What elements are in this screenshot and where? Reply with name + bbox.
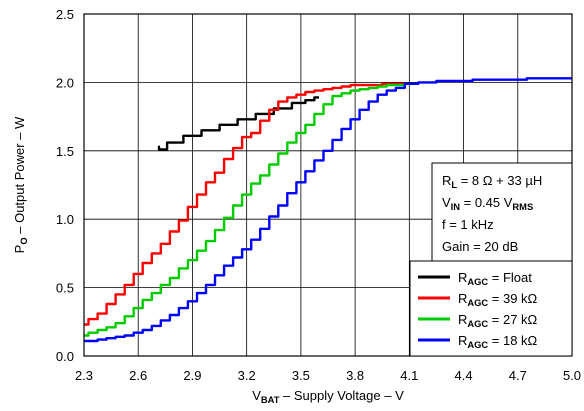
legend-label-sub: AGC (467, 298, 488, 308)
x-tick-label: 4.1 (400, 368, 418, 383)
legend-label-main: R (458, 333, 467, 348)
y-tick-label: 1.0 (56, 212, 74, 227)
x-tick-label: 4.4 (455, 368, 473, 383)
x-tick-label: 3.2 (238, 368, 256, 383)
x-tick-labels: 2.3 2.6 2.9 3.2 3.5 3.8 4.1 4.4 4.7 5.0 (75, 368, 581, 383)
axis-labels: VBAT – Supply Voltage – V PO – Output Pow… (12, 116, 404, 405)
condition-line-main: V (442, 195, 451, 210)
series-line-0 (157, 96, 319, 151)
legend-label-rest: = Float (488, 270, 532, 285)
legend-label-sub: AGC (467, 319, 488, 329)
x-axis-label-rest: – Supply Voltage – V (279, 388, 404, 403)
y-axis-label-rest: – Output Power – W (12, 116, 27, 237)
y-tick-labels: 0.0 0.5 1.0 1.5 2.0 2.5 (56, 7, 74, 364)
condition-line-rest: = 8 Ω + 33 µH (457, 173, 542, 188)
condition-line: Gain = 20 dB (442, 239, 518, 254)
legend-label-sub: AGC (467, 277, 488, 287)
legend-label: RAGC = 18 kΩ (458, 333, 538, 350)
x-tick-label: 5.0 (563, 368, 581, 383)
legend-label: RAGC = 39 kΩ (458, 291, 538, 308)
conditions-box: RL = 8 Ω + 33 µH VIN = 0.45 VRMS f = 1 kHz… (431, 162, 573, 262)
legend-label: RAGC = 27 kΩ (458, 312, 538, 329)
condition-line-sub2: RMS (512, 202, 533, 212)
x-tick-label: 3.5 (292, 368, 310, 383)
legend-label-main: R (458, 291, 467, 306)
legend-label-rest: = 27 kΩ (488, 312, 537, 327)
x-axis-label-sub: BAT (261, 395, 280, 405)
condition-line-sub: L (451, 180, 457, 190)
x-tick-label: 2.6 (129, 368, 147, 383)
y-axis-label: PO – Output Power – W (12, 116, 29, 253)
series-line-1 (84, 82, 410, 326)
y-tick-label: 2.0 (56, 75, 74, 90)
legend-label-main: R (458, 270, 467, 285)
y-tick-label: 2.5 (56, 7, 74, 22)
legend-label-rest: = 18 kΩ (488, 333, 537, 348)
series-line-3 (84, 77, 572, 343)
condition-line: RL = 8 Ω + 33 µH (442, 173, 542, 190)
conditions-box-frame (431, 162, 573, 262)
x-tick-label: 2.3 (75, 368, 93, 383)
condition-line-rest: = 0.45 V (460, 195, 513, 210)
x-tick-label: 2.9 (183, 368, 201, 383)
y-tick-label: 0.0 (56, 349, 74, 364)
x-tick-label: 4.7 (509, 368, 527, 383)
x-axis-label-main: V (252, 388, 261, 403)
condition-line-sub: IN (451, 202, 461, 212)
series-line-2 (84, 82, 410, 337)
condition-line: VIN = 0.45 VRMS (442, 195, 533, 212)
legend-label-main: R (458, 312, 467, 327)
legend-label-sub: AGC (467, 340, 488, 350)
y-tick-label: 1.5 (56, 144, 74, 159)
y-axis-label-main: P (12, 245, 27, 254)
y-tick-label: 0.5 (56, 281, 74, 296)
y-axis-label-sub: O (19, 237, 29, 244)
legend-label-rest: = 39 kΩ (488, 291, 537, 306)
legend-label: RAGC = Float (458, 270, 532, 287)
series-lines (83, 77, 573, 343)
x-axis-label: VBAT – Supply Voltage – V (252, 388, 404, 405)
condition-line-main: f = 1 kHz (442, 217, 494, 232)
x-tick-label: 3.8 (346, 368, 364, 383)
condition-line: f = 1 kHz (442, 217, 494, 232)
condition-line-main: Gain = 20 dB (442, 239, 518, 254)
condition-line-main: R (442, 173, 451, 188)
